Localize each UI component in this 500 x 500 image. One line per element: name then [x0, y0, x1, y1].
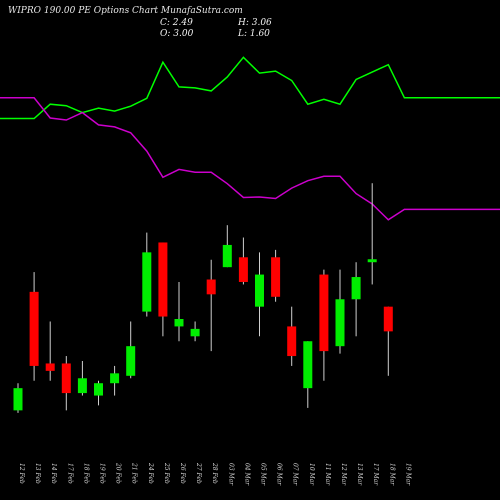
candle-body — [335, 299, 345, 347]
candle-body — [287, 326, 297, 357]
candle-body — [255, 274, 264, 307]
x-tick-label: 12 Mar — [340, 463, 347, 486]
x-tick-label: 04 Mar — [243, 463, 250, 486]
candle-body — [142, 252, 152, 312]
close-value: C: 2.49 — [160, 18, 193, 28]
candle-body — [351, 277, 361, 300]
x-tick-label: 03 Mar — [227, 463, 234, 486]
x-tick-label: 18 Feb — [82, 463, 89, 484]
candle-body — [13, 388, 23, 411]
candle-body — [367, 259, 377, 263]
high-value: H: 3.06 — [238, 18, 272, 28]
x-tick-label: 24 Feb — [147, 462, 154, 484]
x-tick-label: 18 Mar — [388, 463, 395, 486]
candle-body — [190, 328, 200, 337]
upper-indicator-line — [0, 56, 500, 120]
x-tick-label: 28 Feb — [211, 462, 218, 484]
candle-body — [61, 363, 71, 394]
candle-body — [206, 279, 216, 295]
candle-body — [45, 363, 55, 371]
x-tick-label: 17 Feb — [66, 463, 73, 484]
x-tick-label: 13 Feb — [34, 463, 41, 484]
candle-body — [303, 341, 313, 389]
x-tick-label: 27 Feb — [195, 462, 202, 484]
x-tick-label: 26 Feb — [179, 462, 186, 484]
x-tick-label: 12 Feb — [18, 463, 25, 484]
x-tick-label: 17 Mar — [372, 463, 379, 486]
x-tick-label: 14 Feb — [50, 463, 57, 484]
x-tick-label: 10 Mar — [308, 463, 315, 486]
low-value: L: 1.60 — [238, 29, 270, 39]
candle-body — [174, 319, 184, 327]
candle-body — [29, 291, 39, 366]
candle-body — [383, 306, 393, 332]
candle-body — [77, 378, 87, 394]
x-tick-label: 13 Mar — [356, 463, 363, 486]
lower-indicator-line — [0, 97, 500, 221]
x-tick-label: 05 Mar — [260, 463, 267, 486]
candle-body — [158, 242, 168, 317]
x-tick-label: 19 Mar — [404, 463, 411, 486]
candle-body — [319, 274, 329, 352]
chart-title: WIPRO 190.00 PE Options Chart MunafaSutr… — [8, 6, 243, 16]
candle-body — [126, 346, 136, 376]
candle-body — [271, 257, 281, 297]
x-tick-label: 06 Mar — [276, 463, 283, 486]
candle-body — [110, 373, 120, 384]
candle-body — [94, 383, 103, 396]
x-tick-label: 07 Mar — [292, 463, 299, 486]
x-tick-label: 25 Feb — [163, 462, 170, 484]
candle-body — [238, 257, 248, 282]
x-tick-label: 20 Feb — [115, 462, 122, 484]
candle-body — [222, 244, 232, 268]
x-tick-label: 19 Feb — [99, 463, 106, 484]
x-tick-label: 21 Feb — [131, 462, 138, 484]
open-value: O: 3.00 — [160, 29, 194, 39]
x-tick-label: 11 Mar — [324, 463, 331, 486]
